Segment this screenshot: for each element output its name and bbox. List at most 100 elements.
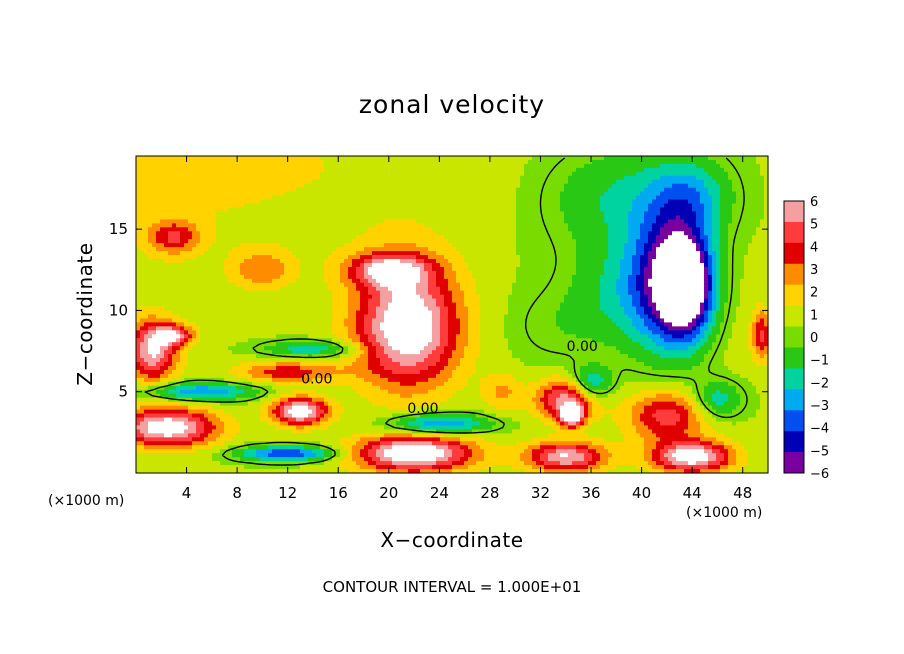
field-cell xyxy=(580,219,585,224)
field-cell xyxy=(504,227,509,232)
field-cell xyxy=(260,167,265,173)
field-cell xyxy=(436,215,441,220)
field-cell xyxy=(400,251,405,256)
field-cell xyxy=(568,156,573,161)
field-cell xyxy=(560,199,565,205)
field-cell xyxy=(728,203,733,209)
field-cell xyxy=(712,175,717,181)
field-cell xyxy=(224,183,229,189)
field-cell xyxy=(424,243,429,248)
field-cell xyxy=(636,243,641,248)
field-cell xyxy=(548,215,553,220)
field-cell xyxy=(332,171,337,177)
field-cell xyxy=(360,179,365,185)
field-cell xyxy=(248,215,253,220)
field-cell xyxy=(312,183,317,189)
field-cell xyxy=(744,215,749,220)
field-cell xyxy=(180,278,185,284)
field-cell xyxy=(232,247,237,252)
field-cell xyxy=(584,270,589,276)
field-cell xyxy=(292,239,297,244)
field-cell xyxy=(248,219,253,224)
field-cell xyxy=(428,156,433,161)
field-cell xyxy=(232,207,237,213)
field-cell xyxy=(188,199,193,205)
field-cell xyxy=(644,191,649,197)
field-cell xyxy=(388,207,393,213)
field-cell xyxy=(152,207,157,213)
field-cell xyxy=(232,270,237,276)
field-cell xyxy=(316,175,321,181)
field-cell xyxy=(624,274,629,280)
field-cell xyxy=(388,171,393,177)
field-cell xyxy=(388,195,393,201)
field-cell xyxy=(276,243,281,248)
field-cell xyxy=(412,235,417,240)
field-cell xyxy=(264,195,269,201)
field-cell xyxy=(236,255,241,260)
field-cell xyxy=(372,223,377,228)
field-cell xyxy=(672,262,677,268)
field-cell xyxy=(556,259,561,264)
field-cell xyxy=(480,156,485,161)
field-cell xyxy=(276,223,281,228)
field-cell xyxy=(600,159,605,165)
field-cell xyxy=(624,223,629,228)
field-cell xyxy=(152,278,157,284)
field-cell xyxy=(680,207,685,213)
field-cell xyxy=(392,251,397,256)
field-cell xyxy=(652,191,657,197)
field-cell xyxy=(500,167,505,173)
field-cell xyxy=(764,199,769,205)
field-cell xyxy=(168,223,173,228)
field-cell xyxy=(212,171,217,177)
field-cell xyxy=(140,266,145,272)
field-cell xyxy=(364,262,369,268)
field-cell xyxy=(564,175,569,181)
field-cell xyxy=(248,159,253,165)
field-cell xyxy=(680,199,685,205)
field-cell xyxy=(748,195,753,201)
field-cell xyxy=(396,195,401,201)
field-cell xyxy=(452,259,457,264)
field-cell xyxy=(360,223,365,228)
field-cell xyxy=(520,219,525,224)
field-cell xyxy=(480,239,485,244)
field-cell xyxy=(312,255,317,260)
field-cell xyxy=(216,219,221,224)
field-cell xyxy=(644,239,649,244)
field-cell xyxy=(660,203,665,209)
field-cell xyxy=(280,266,285,272)
field-cell xyxy=(240,239,245,244)
field-cell xyxy=(260,215,265,220)
field-cell xyxy=(540,219,545,224)
field-cell xyxy=(264,239,269,244)
field-cell xyxy=(488,171,493,177)
field-cell xyxy=(532,239,537,244)
field-cell xyxy=(352,179,357,185)
field-cell xyxy=(512,167,517,173)
field-cell xyxy=(540,171,545,177)
field-cell xyxy=(692,195,697,201)
field-cell xyxy=(216,274,221,280)
field-cell xyxy=(568,179,573,185)
field-cell xyxy=(428,167,433,173)
field-cell xyxy=(356,187,361,193)
field-cell xyxy=(456,243,461,248)
field-cell xyxy=(252,167,257,173)
field-cell xyxy=(140,247,145,252)
field-cell xyxy=(664,179,669,185)
field-cell xyxy=(228,227,233,232)
field-cell xyxy=(276,199,281,205)
field-cell xyxy=(244,266,249,272)
field-cell xyxy=(692,156,697,161)
field-cell xyxy=(604,167,609,173)
field-cell xyxy=(720,195,725,201)
field-cell xyxy=(320,171,325,177)
field-cell xyxy=(156,247,161,252)
field-cell xyxy=(324,179,329,185)
field-cell xyxy=(144,259,149,264)
field-cell xyxy=(140,270,145,276)
field-cell xyxy=(220,274,225,280)
field-cell xyxy=(396,171,401,177)
